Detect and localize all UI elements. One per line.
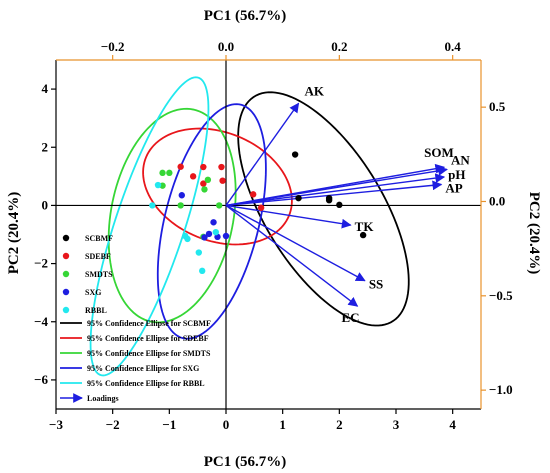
legend-marker-smdts xyxy=(62,270,70,278)
loading-label-som: SOM xyxy=(424,145,454,160)
legend-label-ellipse-4: 95% Confidence Ellipse for RBBL xyxy=(87,379,205,388)
x-tick-label: 0 xyxy=(223,417,230,432)
point-sdebf-1 xyxy=(189,173,197,180)
loading-label-an: AN xyxy=(451,152,470,167)
axis-ticks: −3 −2 −1 0 1 2 3 4 −6 −4 −2 0 2 4 −0.2 0.0 0.2 0.4 0.5 0.0 −… xyxy=(34,39,513,432)
point-sxg-3 xyxy=(210,219,217,226)
point-rbbl-0 xyxy=(149,202,156,209)
point-sxg-0 xyxy=(178,192,185,199)
point-rbbl-4 xyxy=(195,249,202,256)
right-y-tick-label: 0.0 xyxy=(489,193,505,208)
legend-label-ellipse-3: 95% Confidence Ellipse for SXG xyxy=(87,364,199,373)
legend-label-loadings: Loadings xyxy=(87,394,119,403)
point-sdebf-0 xyxy=(177,163,184,170)
legend-label-sxg: SXG xyxy=(85,288,101,297)
x-tick-label: −2 xyxy=(106,417,120,432)
legend-label-ellipse-0: 95% Confidence Ellipse for SCBMF xyxy=(87,319,211,328)
point-rbbl-1 xyxy=(154,181,162,189)
point-sdebf-5 xyxy=(219,177,226,184)
point-sdebf-4 xyxy=(218,163,225,171)
x-tick-label: 4 xyxy=(449,417,456,432)
loading-label-ap: AP xyxy=(445,181,462,196)
x-tick-label: 3 xyxy=(393,417,400,432)
ellipse-2 xyxy=(107,107,237,324)
right-axis-title: PC2 (20.4%) xyxy=(526,192,542,275)
point-sxg-2 xyxy=(201,234,208,241)
top-x-tick-label: 0.4 xyxy=(445,39,462,54)
point-rbbl-3 xyxy=(184,235,191,243)
ellipse-3 xyxy=(156,103,267,340)
point-sxg-1 xyxy=(205,230,213,238)
point-smdts-2 xyxy=(201,186,208,193)
x-tick-label: 2 xyxy=(336,417,343,432)
point-sdebf-6 xyxy=(250,191,257,198)
point-sdebf-2 xyxy=(200,163,207,171)
legend: SCBMF SDEBF SMDTS SXG RBBL 95% Confidence Ell… xyxy=(60,234,211,403)
y-tick-label: −2 xyxy=(34,256,48,271)
ellipse-1 xyxy=(142,127,293,246)
x-tick-label: −1 xyxy=(162,417,176,432)
point-sdebf-7 xyxy=(257,204,265,211)
loading-label-ak: AK xyxy=(305,83,325,98)
top-x-tick-label: −0.2 xyxy=(101,39,125,54)
loading-arrow-ss xyxy=(225,204,366,282)
legend-marker-sdebf xyxy=(62,252,70,260)
y-tick-label: −4 xyxy=(34,314,48,329)
confidence-ellipses xyxy=(89,76,410,377)
ellipse-4 xyxy=(89,76,210,377)
plot-frame xyxy=(55,59,482,410)
loading-label-ph: pH xyxy=(448,167,465,182)
point-smdts-5 xyxy=(177,202,184,209)
point-smdts-7 xyxy=(216,202,223,209)
loading-arrow-tk xyxy=(225,204,352,229)
data-points xyxy=(149,151,367,275)
x-tick-label: 1 xyxy=(279,417,286,432)
loading-arrow-an xyxy=(225,165,448,207)
legend-marker-rbbl xyxy=(62,306,70,314)
right-y-tick-label: 0.5 xyxy=(489,99,506,114)
y-tick-label: −6 xyxy=(34,372,48,387)
point-rbbl-6 xyxy=(212,228,219,236)
legend-label-rbbl: RBBL xyxy=(85,306,107,315)
legend-label-ellipse-2: 95% Confidence Ellipse for SMDTS xyxy=(87,349,211,358)
right-y-tick-label: −1.0 xyxy=(489,382,513,397)
loading-label-tk: TK xyxy=(355,219,375,234)
bottom-axis-title: PC1 (56.7%) xyxy=(204,454,287,470)
loading-arrow-ak xyxy=(225,102,300,206)
point-scbmf-1 xyxy=(295,194,302,202)
y-tick-label: 0 xyxy=(42,197,49,212)
y-tick-label: 2 xyxy=(42,139,49,154)
loading-label-ec: EC xyxy=(341,310,359,325)
loading-arrow-ap xyxy=(225,180,443,207)
point-rbbl-5 xyxy=(199,267,206,275)
point-smdts-3 xyxy=(204,176,212,184)
point-scbmf-3 xyxy=(325,196,333,204)
legend-label-sdebf: SDEBF xyxy=(85,252,111,261)
ellipse-0 xyxy=(237,91,410,327)
legend-label-ellipse-1: 95% Confidence Ellipse for SDEBF xyxy=(87,334,209,343)
top-x-tick-label: 0.2 xyxy=(331,39,347,54)
legend-label-smdts: SMDTS xyxy=(85,270,113,279)
left-axis-title: PC2 (20.4%) xyxy=(6,192,22,275)
point-scbmf-5 xyxy=(359,231,367,239)
point-smdts-0 xyxy=(159,169,166,177)
point-scbmf-0 xyxy=(291,151,299,158)
point-sdebf-3 xyxy=(200,180,207,187)
legend-marker-sxg xyxy=(62,288,70,296)
legend-marker-scbmf xyxy=(62,234,70,242)
loading-arrow-ph xyxy=(225,173,446,207)
y-tick-label: 4 xyxy=(42,81,49,96)
point-smdts-1 xyxy=(166,169,173,177)
x-tick-label: −3 xyxy=(49,417,63,432)
point-scbmf-4 xyxy=(336,201,343,209)
loading-arrow-ec xyxy=(225,204,359,307)
loading-label-ss: SS xyxy=(369,277,383,292)
top-x-tick-label: 0.0 xyxy=(218,39,234,54)
right-y-tick-label: −0.5 xyxy=(489,288,513,303)
point-sxg-5 xyxy=(222,232,230,240)
legend-label-scbmf: SCBMF xyxy=(85,234,113,243)
top-axis-title: PC1 (56.7%) xyxy=(204,8,287,24)
